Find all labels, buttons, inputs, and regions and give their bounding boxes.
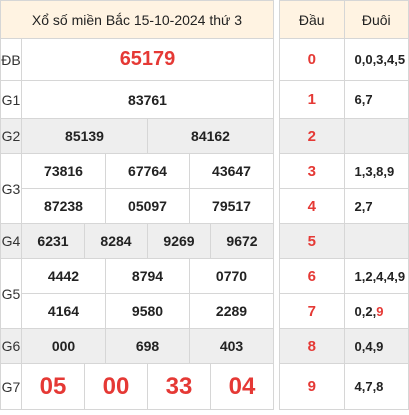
prize-g3-value: 67764 <box>105 153 190 189</box>
prize-g4-value: 8284 <box>84 223 148 259</box>
loto-head: 6 <box>279 258 345 294</box>
loto-head: 7 <box>279 293 345 329</box>
prize-g3-value: 79517 <box>189 188 274 224</box>
loto-head: 4 <box>279 188 345 224</box>
prize-label-g2: G2 <box>0 118 22 154</box>
loto-tail: 0,4,9 <box>343 328 409 364</box>
loto-head: 2 <box>279 118 345 154</box>
prize-db-value: 65179 <box>21 38 274 81</box>
loto-tail <box>343 118 409 154</box>
loto-table: Đầu Đuôi 0 0,0,3,4,5 1 6,7 2 3 1,3,8,9 4… <box>279 0 409 410</box>
prize-g5-value: 8794 <box>105 258 190 294</box>
prize-g5-value: 4442 <box>21 258 106 294</box>
loto-tail-header: Đuôi <box>343 0 409 39</box>
prize-g4-value: 9672 <box>210 223 274 259</box>
prize-g3-value: 05097 <box>105 188 190 224</box>
prize-g4-value: 6231 <box>21 223 85 259</box>
prize-g2-value: 85139 <box>21 118 148 154</box>
prize-label-g4: G4 <box>0 223 22 259</box>
page-title: Xổ số miền Bắc 15-10-2024 thứ 3 <box>0 0 274 39</box>
loto-head: 1 <box>279 80 345 119</box>
loto-tail: 1,3,8,9 <box>343 153 409 189</box>
prize-g5-value: 0770 <box>189 258 274 294</box>
prize-g3-value: 73816 <box>21 153 106 189</box>
prize-label-g1: G1 <box>0 80 22 119</box>
prize-g5-value: 4164 <box>21 293 106 329</box>
loto-tail-plain: 0,2, <box>354 303 377 319</box>
prize-label-g3: G3 <box>0 153 22 224</box>
loto-head: 0 <box>279 38 345 81</box>
prize-label-g6: G6 <box>0 328 22 364</box>
prize-label-db: ĐB <box>0 38 22 81</box>
loto-tail: 4,7,8 <box>343 363 409 410</box>
prize-g3-value: 43647 <box>189 153 274 189</box>
prize-g4-value: 9269 <box>147 223 211 259</box>
prize-g6-value: 698 <box>105 328 190 364</box>
loto-tail: 0,0,3,4,5 <box>343 38 409 81</box>
prize-g2-value: 84162 <box>147 118 274 154</box>
prize-g6-value: 000 <box>21 328 106 364</box>
loto-head-header: Đầu <box>279 0 345 39</box>
prize-g6-value: 403 <box>189 328 274 364</box>
prize-g5-value: 9580 <box>105 293 190 329</box>
results-table: Xổ số miền Bắc 15-10-2024 thứ 3 ĐB 65179… <box>0 0 274 410</box>
prize-g3-value: 87238 <box>21 188 106 224</box>
prize-label-g7: G7 <box>0 363 22 410</box>
prize-g7-value: 04 <box>210 363 274 410</box>
loto-head: 9 <box>279 363 345 410</box>
prize-g7-value: 00 <box>84 363 148 410</box>
prize-g1-value: 83761 <box>21 80 274 119</box>
prize-label-g5: G5 <box>0 258 22 329</box>
loto-tail: 0,2,9 <box>343 293 409 329</box>
loto-tail: 1,2,4,4,9 <box>343 258 409 294</box>
loto-tail <box>343 223 409 259</box>
prize-g7-value: 05 <box>21 363 85 410</box>
loto-head: 8 <box>279 328 345 364</box>
loto-tail: 6,7 <box>343 80 409 119</box>
loto-tail: 2,7 <box>343 188 409 224</box>
loto-head: 3 <box>279 153 345 189</box>
loto-head: 5 <box>279 223 345 259</box>
prize-g5-value: 2289 <box>189 293 274 329</box>
loto-tail-highlight: 9 <box>376 303 384 319</box>
prize-g7-value: 33 <box>147 363 211 410</box>
